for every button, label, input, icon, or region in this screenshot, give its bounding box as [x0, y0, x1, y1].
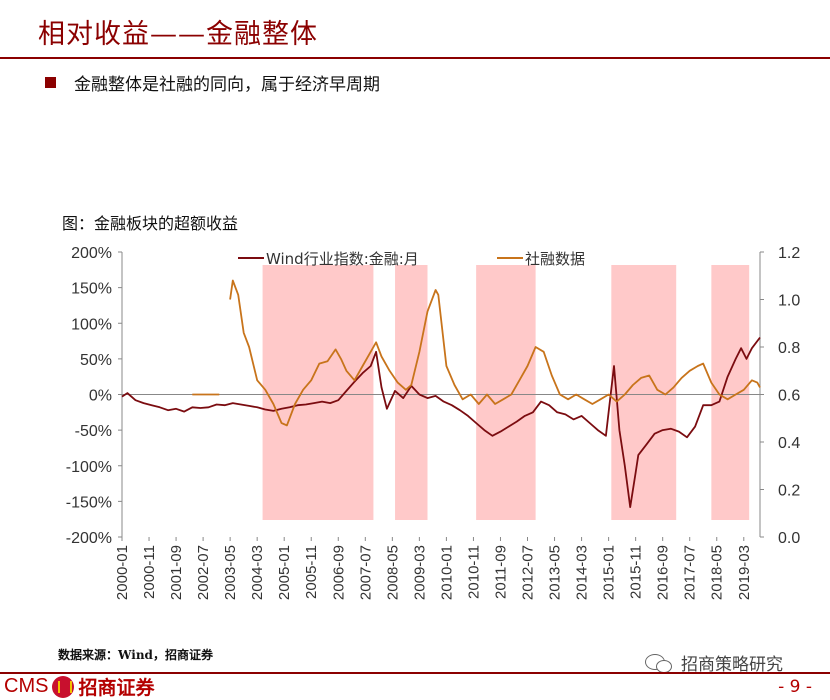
x-tick-label: 2013-05 — [547, 545, 564, 600]
x-tick-label: 2001-09 — [168, 545, 185, 600]
x-tick-label: 2018-05 — [709, 545, 726, 600]
x-tick-label: 2011-09 — [492, 545, 509, 599]
shaded-period-3 — [476, 265, 536, 520]
logo-mark-icon — [52, 675, 75, 698]
x-tick-label: 2015-11 — [628, 545, 645, 599]
x-tick-label: 2005-11 — [303, 545, 320, 599]
bullet-text: 金融整体是社融的同向，属于经济早周期 — [74, 75, 380, 95]
shaded-period-2 — [395, 265, 428, 520]
x-tick-label: 2014-03 — [574, 545, 591, 600]
chart-legend: Wind行业指数:金融:月 社融数据 — [238, 250, 585, 268]
y-right-tick-label: 0.6 — [778, 388, 800, 405]
y-left-tick-label: -150% — [66, 494, 112, 511]
bullet-square-icon — [45, 77, 56, 88]
bullet-point: 金融整体是社融的同向，属于经济早周期 — [45, 70, 380, 95]
x-tick-label: 2012-07 — [520, 545, 537, 600]
legend-label-2: 社融数据 — [525, 250, 585, 268]
data-source: 数据来源：Wind，招商证券 — [58, 648, 213, 662]
footer-divider — [0, 672, 830, 674]
x-tick-label: 2007-07 — [357, 545, 374, 600]
x-tick-label: 2017-07 — [682, 545, 699, 600]
company-logo: CMS 招商证券 — [4, 674, 154, 699]
chart-axes: 200% 150% 100% 50% 0% -50% -100% -150% -200% 1.2 1… — [66, 245, 801, 600]
y-left-tick-label: 200% — [71, 245, 112, 262]
x-tick-label: 2004-03 — [249, 545, 266, 600]
series-line-2 — [192, 279, 761, 427]
shaded-period-4 — [611, 265, 677, 520]
series-line-1 — [121, 336, 761, 508]
figure-caption: 图：金融板块的超额收益 — [62, 214, 239, 233]
y-right-tick-label: 0.0 — [778, 530, 800, 547]
title-divider — [0, 57, 830, 59]
x-tick-label: 2006-09 — [330, 545, 347, 600]
shaded-period-1 — [262, 265, 374, 520]
y-right-tick-label: 1.2 — [778, 245, 800, 262]
y-right-tick-label: 0.2 — [778, 483, 800, 500]
wechat-icon — [645, 652, 675, 674]
y-right-tick-label: 1.0 — [778, 293, 800, 310]
y-left-tick-label: 150% — [71, 281, 112, 298]
excess-return-chart: 200% 150% 100% 50% 0% -50% -100% -150% -200% 1.2 1… — [66, 245, 801, 600]
x-tick-label: 2000-11 — [141, 545, 158, 599]
y-left-tick-label: -50% — [75, 423, 112, 440]
y-left-tick-label: -100% — [66, 459, 112, 476]
x-tick-label: 2019-03 — [736, 545, 753, 600]
page-title: 相对收益——金融整体 — [38, 19, 318, 50]
x-tick-label: 2015-01 — [601, 545, 618, 600]
logo-cms-text: CMS — [4, 675, 49, 697]
page-number: - 9 - — [778, 677, 812, 697]
y-left-tick-label: -200% — [66, 530, 112, 547]
y-left-tick-label: 100% — [71, 316, 112, 333]
wechat-account-name: 招商策略研究 — [681, 655, 783, 675]
shaded-periods — [262, 265, 750, 520]
y-left-tick-label: 0% — [89, 388, 112, 405]
x-tick-label: 2000-01 — [114, 545, 131, 600]
y-left-tick-label: 50% — [80, 352, 112, 369]
x-tick-label: 2010-11 — [465, 545, 482, 599]
y-right-tick-label: 0.8 — [778, 340, 800, 357]
y-right-tick-label: 0.4 — [778, 435, 800, 452]
legend-label-1: Wind行业指数:金融:月 — [266, 250, 419, 268]
x-tick-label: 2008-05 — [384, 545, 401, 600]
x-tick-label: 2016-09 — [655, 545, 672, 600]
x-tick-label: 2003-05 — [222, 545, 239, 600]
chart-series — [121, 279, 761, 508]
x-tick-label: 2005-01 — [276, 545, 293, 600]
x-tick-label: 2010-01 — [438, 545, 455, 600]
logo-cn-text: 招商证券 — [78, 677, 155, 699]
x-tick-label: 2009-03 — [411, 545, 428, 600]
x-tick-label: 2002-07 — [195, 545, 212, 600]
